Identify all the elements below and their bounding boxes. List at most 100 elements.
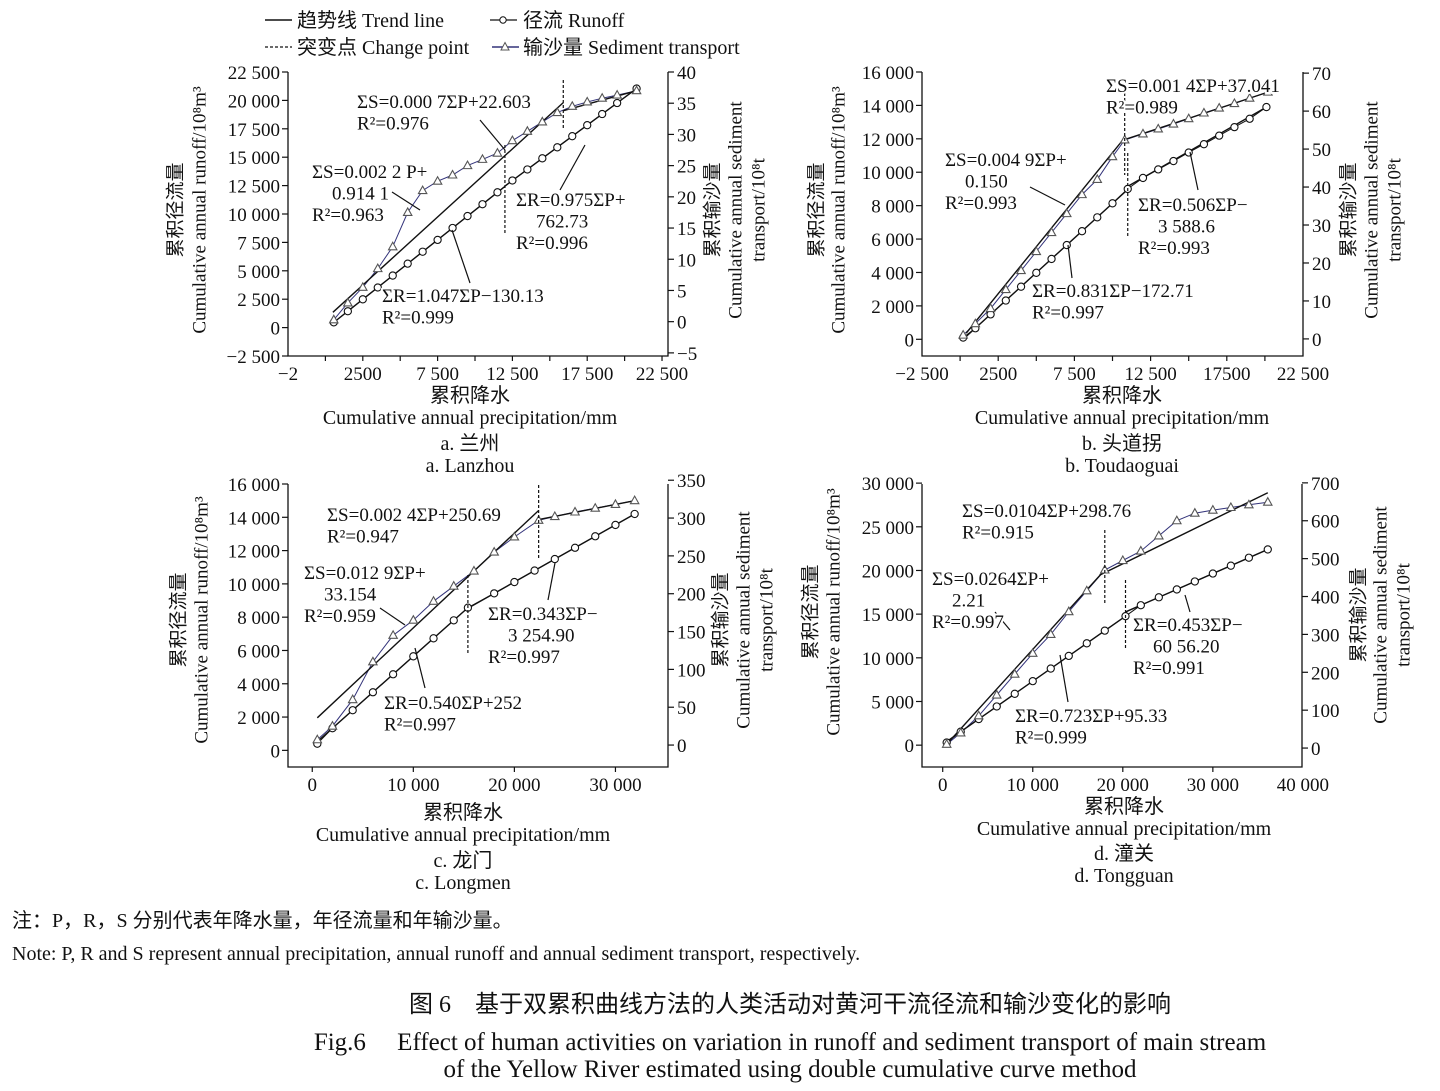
regression-annotation: ΣS=0.0104ΣP+298.76 [962,501,1131,522]
x-tick-label: 10 000 [387,775,439,796]
sediment-point [347,694,358,704]
sediment-point [402,206,413,216]
y-right-tick-label: 40 [1312,178,1331,199]
sediment-point [509,531,520,541]
runoff-point [1032,268,1041,277]
sediment-point [1171,515,1182,525]
y-left-title-en: Cumulative annual runoff/10⁸m³ [828,86,849,334]
sediment-point [1207,504,1218,514]
y-right-tick-label: 15 [677,219,696,240]
y-left-tick-label: 2 500 [237,290,280,311]
axes-frame [921,484,1303,768]
sediment-point [991,689,1002,699]
y-right-title-cn: 累积输沙量 [1347,567,1369,662]
sediment-point [448,580,459,590]
panel-title-cn: b. 头道拐 [1082,432,1162,455]
runoff-point [508,176,517,185]
sediment-point [590,502,601,512]
sediment-point [973,710,984,720]
y-right-tick-label: 40 [677,63,696,84]
y-left-tick-label: 10 000 [228,575,280,596]
regression-annotation: 0.150 [965,172,1008,193]
runoff-point [1169,156,1178,166]
x-axis-title-en: Cumulative annual precipitation/mm [316,824,611,846]
regression-annotation: R²=0.993 [945,193,1017,214]
sediment-point [1262,496,1273,506]
y-right-tick-label: 0 [677,736,687,757]
panel-title-cn: a. 兰州 [441,432,500,455]
x-tick-label: 40 000 [1277,775,1329,796]
runoff-point [1047,254,1056,264]
y-left-tick-label: 4 000 [871,263,914,284]
annotation-leader-line [559,144,586,191]
x-tick-label: 2500 [344,364,382,385]
y-left-title-cn: 累积径流量 [805,162,827,257]
runoff-point [530,566,539,575]
sediment-point [1009,668,1020,678]
regression-annotation: R²=0.989 [1106,98,1178,119]
runoff-point [550,554,559,564]
annotation-leader-line [1059,654,1069,703]
runoff-point [368,688,378,697]
sediment-point [611,89,623,99]
runoff-point [1010,689,1019,698]
sediment-point [549,510,560,521]
y-left-title-en: Cumulative annual runoff/10⁸m³ [189,86,210,334]
annotation-leader-line [1029,186,1066,206]
sediment-point [357,281,368,291]
y-right-tick-label: −5 [677,344,697,365]
sediment-point [1117,554,1128,565]
trend-line [946,569,1106,745]
runoff-point [429,634,438,643]
runoff-point [403,259,412,268]
panel-title-en: d. Tongguan [1074,865,1173,887]
x-axis-title-cn: 累积降水 [423,801,503,824]
y-right-tick-label: 60 [1312,102,1331,123]
y-right-tick-label: 600 [1311,512,1340,533]
sediment-point [597,92,608,102]
legend-runoff-label: 径流 Runoff [523,9,625,32]
sediment-point [447,169,458,179]
y-right-tick-label: 50 [1312,140,1331,161]
regression-annotation: 60 56.20 [1153,637,1220,658]
runoff-point [523,165,532,174]
y-right-tick-label: 200 [1311,663,1340,684]
sediment-point [387,629,399,639]
runoff-point [463,211,472,221]
regression-annotation: R²=0.963 [312,205,384,226]
runoff-point [612,98,622,108]
y-left-tick-label: 12 000 [862,130,914,151]
x-tick-label: 17500 [1203,364,1251,385]
y-right-title-en-line2: transport/10⁸t [1393,562,1414,666]
y-left-tick-label: 2 000 [871,297,914,318]
legend-sediment-label: 输沙量 Sediment transport [523,36,740,59]
runoff-point [348,706,357,715]
sediment-point [629,495,640,505]
y-right-title-cn: 累积输沙量 [1337,162,1359,257]
y-right-title-en-line1: Cumulative annual sediment [733,511,754,729]
note-cn: 注：P，R，S 分别代表年降水量，年径流量和年输沙量。 [12,910,513,932]
y-left-tick-label: 12 500 [228,177,280,198]
x-tick-label: 0 [308,775,318,796]
y-right-tick-label: 50 [677,698,696,719]
x-axis-title-cn: 累积降水 [1084,795,1164,818]
runoff-point [553,143,562,152]
sediment-point [1183,113,1194,123]
runoff-point [1093,213,1102,222]
regression-annotation: R²=0.999 [1015,728,1087,749]
caption-cn: 图 6 基于双累积曲线方法的人类活动对黄河干流径流和输沙变化的影响 [409,992,1171,1018]
y-right-tick-label: 35 [677,94,696,115]
sediment-point [1063,606,1074,616]
y-right-tick-label: 100 [677,660,706,681]
runoff-point [388,271,397,280]
sediment-point [1107,151,1118,161]
regression-annotation: ΣS=0.002 4ΣP+250.69 [327,505,501,526]
y-right-tick-label: 150 [677,623,706,644]
runoff-point [1230,122,1239,132]
chart-panel-b: −2 500 2500 7 500 12 500 17500 22 500 16 000 14… [805,63,1405,477]
sediment-point [522,125,533,135]
runoff-point [1245,114,1254,123]
regression-annotation: 2.21 [952,591,985,612]
sediment-point [631,85,642,95]
sediment-point [327,720,338,730]
